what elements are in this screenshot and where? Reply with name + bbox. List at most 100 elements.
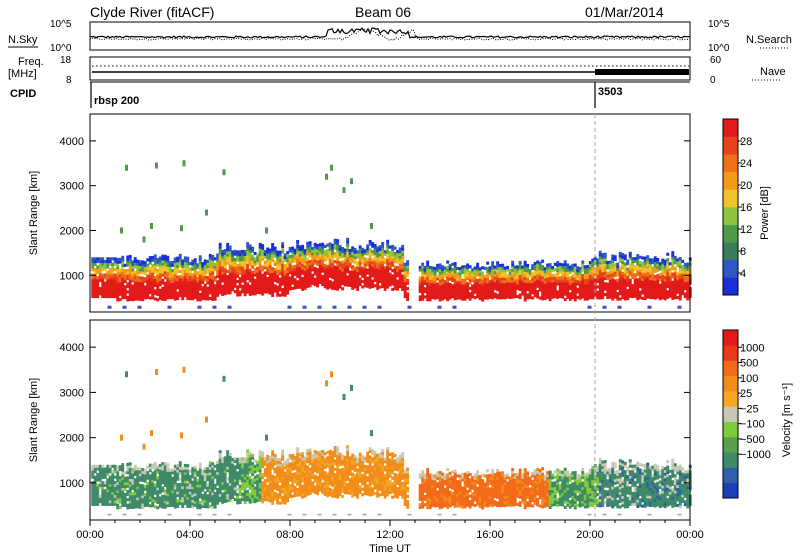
power-cell — [98, 276, 102, 280]
power-cell — [626, 278, 630, 282]
velocity-cell — [163, 503, 167, 507]
power-cell — [588, 285, 592, 289]
velocity-cell — [168, 504, 172, 508]
velocity-cell — [116, 468, 120, 472]
power-cell — [158, 275, 162, 279]
power-cell — [173, 270, 177, 274]
velocity-cell — [118, 486, 122, 490]
power-cell — [463, 294, 467, 298]
power-cell — [546, 295, 550, 299]
power-cell — [503, 280, 507, 284]
power-cell — [201, 262, 205, 266]
power-cell — [91, 262, 95, 266]
power-cell — [401, 244, 405, 248]
power-cell — [321, 248, 325, 252]
power-cell — [116, 276, 120, 280]
power-cell — [353, 255, 357, 259]
power-cell — [278, 269, 282, 273]
colorbar-tick-label: 8 — [740, 246, 746, 258]
velocity-cell — [346, 491, 350, 495]
power-cell — [473, 271, 477, 275]
power-cell — [541, 289, 545, 293]
power-cell — [556, 295, 560, 299]
velocity-cell — [168, 482, 172, 486]
velocity-cell — [193, 503, 197, 507]
power-cell — [668, 278, 672, 282]
velocity-cell — [163, 462, 167, 466]
power-cell — [96, 289, 100, 293]
velocity-cell — [273, 462, 277, 466]
velocity-cell — [271, 482, 275, 486]
power-cell — [648, 261, 652, 265]
power-cell — [168, 293, 172, 297]
velocity-cell — [178, 496, 182, 500]
power-cell — [666, 274, 670, 278]
power-cell — [231, 288, 235, 292]
power-cell — [273, 260, 277, 264]
velocity-cell — [241, 481, 245, 485]
power-cell — [633, 265, 637, 269]
velocity-cell — [221, 470, 225, 474]
power-cell — [243, 260, 247, 264]
power-cell — [418, 298, 422, 302]
velocity-cell — [321, 474, 325, 478]
power-cell — [558, 289, 562, 293]
power-cell — [563, 287, 567, 291]
velocity-cell — [271, 499, 275, 503]
power-cell — [498, 277, 502, 281]
velocity-cell — [191, 491, 195, 495]
velocity-cell — [271, 480, 275, 484]
velocity-cell — [151, 466, 155, 470]
velocity-cell — [338, 485, 342, 489]
power-cell — [421, 292, 425, 296]
power-cell — [121, 274, 125, 278]
power-cell — [326, 249, 330, 253]
velocity-cell — [148, 488, 152, 492]
power-cell — [131, 279, 135, 283]
power-cell — [171, 282, 175, 286]
velocity-cell — [296, 488, 300, 492]
power-cell — [96, 265, 100, 269]
power-cell — [176, 262, 180, 266]
velocity-cell — [246, 465, 250, 469]
velocity-cell — [153, 475, 157, 479]
power-cell — [631, 289, 635, 293]
velocity-cell — [246, 476, 250, 480]
power-cell — [226, 275, 230, 279]
velocity-cell — [136, 478, 140, 482]
power-cell — [271, 245, 275, 249]
power-cell — [558, 276, 562, 280]
power-cell — [371, 242, 375, 246]
power-cell — [456, 272, 460, 276]
power-cell — [418, 279, 422, 283]
power-cell — [301, 285, 305, 289]
velocity-cell — [116, 495, 120, 499]
power-cell — [281, 282, 285, 286]
power-cell — [438, 263, 442, 267]
power-cell — [133, 262, 137, 266]
power-cell — [511, 290, 515, 294]
velocity-cell — [238, 479, 242, 483]
power-cell — [288, 263, 292, 267]
power-cell — [648, 269, 652, 273]
power-cell — [428, 279, 432, 283]
power-cell — [311, 252, 315, 256]
velocity-cell — [98, 478, 102, 482]
velocity-cell — [268, 477, 272, 481]
velocity-cell — [336, 481, 340, 485]
velocity-cell — [348, 488, 352, 492]
velocity-cell — [121, 463, 125, 467]
velocity-cell — [261, 492, 265, 496]
power-cell — [348, 249, 352, 253]
power-cell — [538, 275, 542, 279]
velocity-cell — [121, 465, 125, 469]
power-cell — [138, 268, 142, 272]
velocity-cell — [158, 485, 162, 489]
power-cell — [653, 291, 657, 295]
power-cell — [446, 292, 450, 296]
power-cell — [463, 267, 467, 271]
power-cell — [453, 278, 457, 282]
power-cell — [448, 283, 452, 287]
power-cell — [313, 280, 317, 284]
power-cell — [611, 267, 615, 271]
